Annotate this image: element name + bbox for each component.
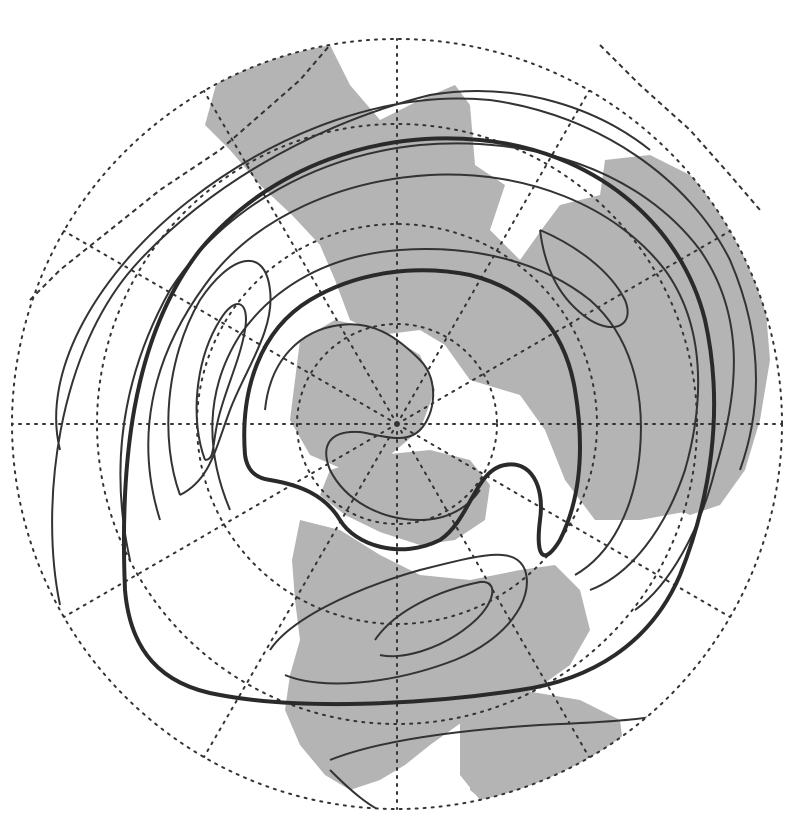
contour-lobe-left xyxy=(167,259,272,496)
longitude-meridians xyxy=(11,38,783,810)
contour-lobe-right xyxy=(539,229,629,329)
contour-lobe-bottom xyxy=(269,553,528,685)
contour-3 xyxy=(147,173,700,591)
dashed-boundary-line-east xyxy=(599,44,761,211)
meridian-150 xyxy=(63,230,398,425)
land-masses xyxy=(205,45,770,809)
contour-4 xyxy=(211,248,642,576)
greenland-landmass xyxy=(290,320,435,470)
contour-lobe-left-inner xyxy=(195,303,247,461)
contour-outer-south xyxy=(51,90,651,606)
contour-inner-pole xyxy=(264,323,481,522)
emphasized-contour-inner xyxy=(242,268,582,558)
meridian-240 xyxy=(203,423,398,758)
meridian-120 xyxy=(203,90,398,425)
emphasized-contours xyxy=(121,136,717,707)
meridian-60 xyxy=(396,90,590,425)
latitude-circle-3 xyxy=(96,123,698,725)
contour-1 xyxy=(55,97,757,471)
latitude-circle-1 xyxy=(296,323,498,525)
meridian-30 xyxy=(396,230,731,425)
india-peninsula xyxy=(470,715,610,809)
meridian-210 xyxy=(63,423,398,618)
contour-lobe-bottom-inner xyxy=(374,580,494,658)
emphasized-contour-outer xyxy=(121,136,717,707)
eurasia-landmass xyxy=(285,520,590,790)
dashed-coastline-boundary xyxy=(29,44,761,301)
arctic-islands xyxy=(320,450,490,545)
contour-south-edge-2 xyxy=(329,769,391,809)
